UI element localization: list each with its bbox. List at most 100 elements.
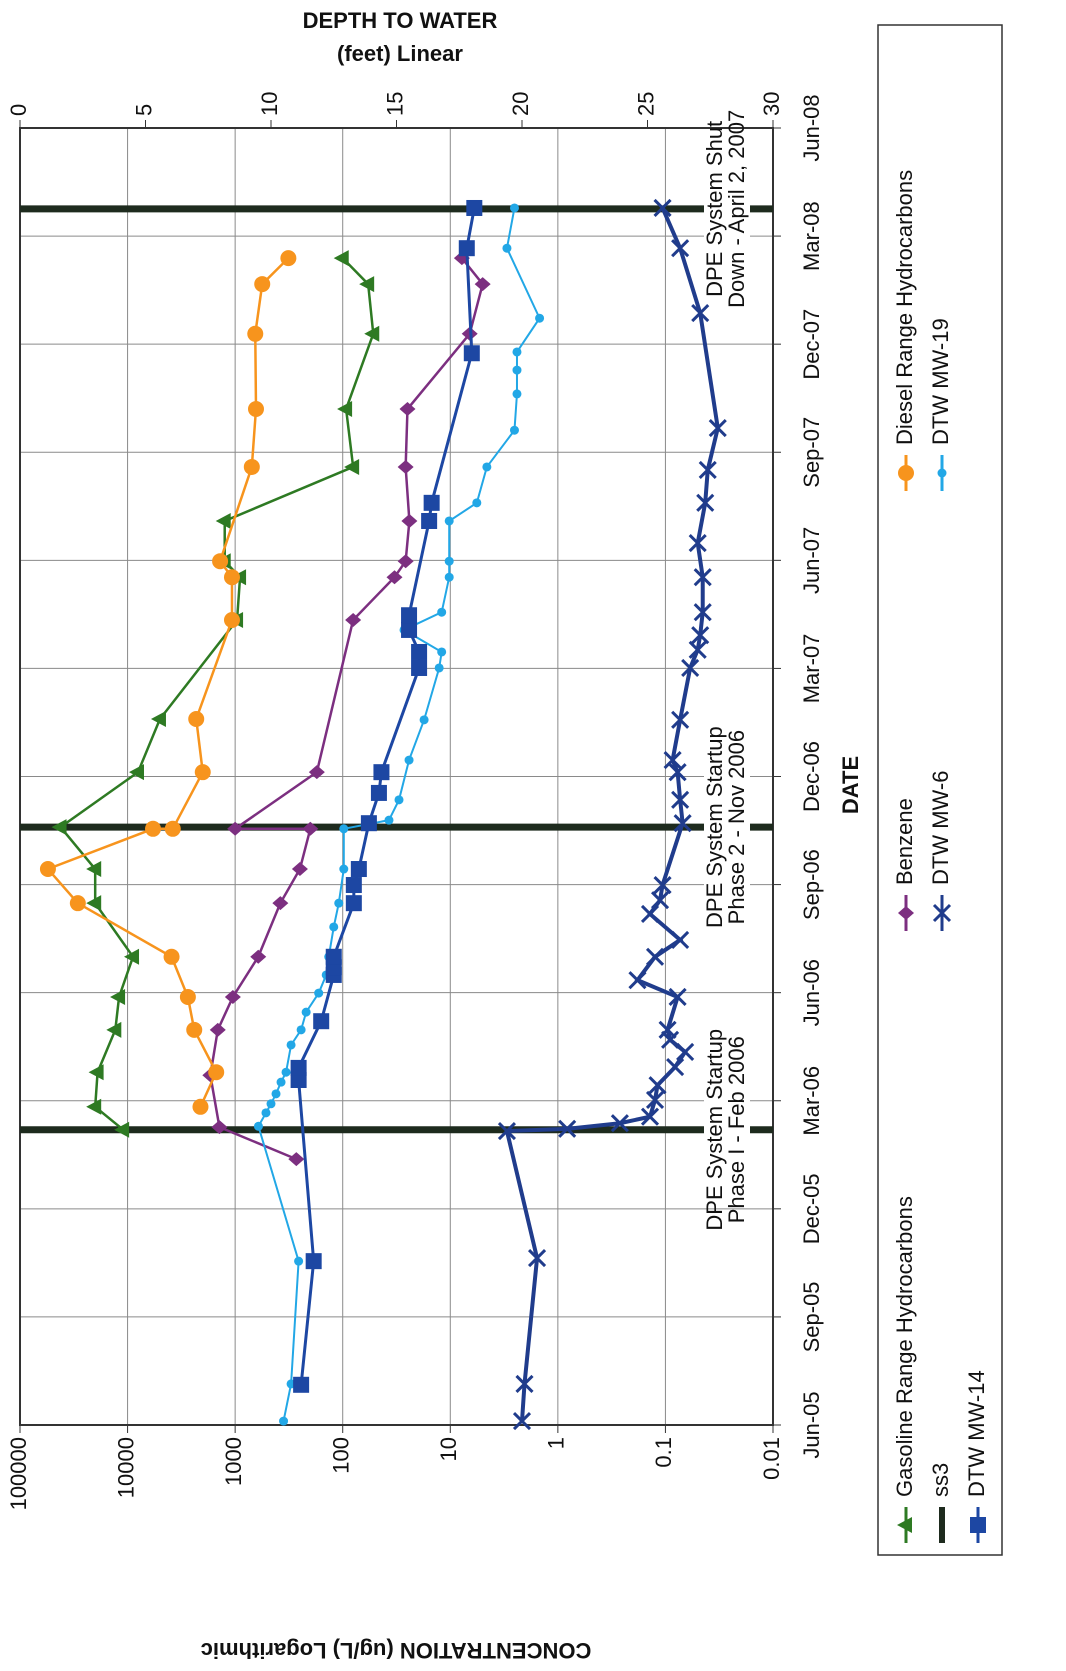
- x-tick-label: Jun-07: [799, 527, 824, 594]
- marker: [671, 710, 690, 729]
- x-tick-label: Mar-08: [799, 201, 824, 271]
- y2-tick-label: 0: [6, 104, 31, 116]
- marker: [359, 276, 375, 293]
- y2-tick-label: 20: [508, 92, 533, 116]
- marker: [86, 895, 102, 912]
- marker: [164, 820, 181, 837]
- marker: [288, 1152, 305, 1167]
- marker: [188, 710, 205, 727]
- marker: [681, 658, 700, 678]
- legend-marker: [970, 1517, 986, 1533]
- y2-tick-label: 25: [633, 92, 658, 116]
- marker: [437, 647, 447, 657]
- legend-label: Gasoline Range Hydrocarbons: [892, 1196, 917, 1497]
- marker: [215, 512, 231, 529]
- marker: [610, 1114, 629, 1133]
- marker: [653, 875, 672, 895]
- marker: [253, 1121, 263, 1131]
- marker: [279, 1416, 289, 1426]
- marker: [339, 864, 349, 874]
- marker: [482, 462, 492, 472]
- marker: [444, 556, 454, 566]
- y2-tick-label: 10: [257, 92, 282, 116]
- marker: [645, 947, 665, 966]
- marker: [364, 325, 380, 342]
- y-tick-label: 10: [436, 1437, 461, 1461]
- marker: [640, 904, 660, 924]
- y2-axis-title: DEPTH TO WATER: [303, 8, 498, 33]
- marker: [69, 895, 86, 912]
- marker: [179, 988, 196, 1005]
- marker: [466, 199, 483, 216]
- marker: [512, 365, 522, 375]
- marker: [668, 987, 687, 1007]
- legend-marker: [937, 468, 947, 478]
- marker: [515, 1374, 534, 1393]
- marker: [401, 607, 418, 624]
- marker: [114, 1121, 130, 1138]
- legend-marker: [897, 1517, 912, 1533]
- marker: [423, 494, 440, 511]
- marker: [370, 784, 387, 801]
- marker: [106, 1021, 122, 1038]
- marker: [401, 621, 418, 638]
- marker: [194, 764, 211, 781]
- marker: [691, 303, 710, 323]
- marker: [444, 516, 454, 526]
- marker: [360, 815, 377, 832]
- marker: [163, 948, 180, 965]
- marker: [666, 1057, 685, 1077]
- legend-marker: [932, 903, 952, 923]
- marker: [333, 250, 349, 267]
- x-tick-label: Dec-07: [799, 309, 824, 380]
- marker: [671, 930, 690, 949]
- marker: [280, 250, 297, 267]
- marker: [401, 513, 418, 528]
- annotation: DPE System Startup: [702, 1029, 727, 1231]
- series-line: [58, 257, 375, 1131]
- legend-label: DTW MW-6: [928, 771, 953, 885]
- marker: [145, 820, 162, 837]
- marker: [39, 861, 56, 878]
- marker: [472, 498, 482, 508]
- marker: [212, 553, 229, 570]
- y2-tick-label: 5: [131, 104, 156, 116]
- marker: [512, 347, 522, 357]
- marker: [696, 493, 715, 512]
- marker: [673, 814, 692, 833]
- marker: [463, 345, 480, 362]
- marker: [301, 1007, 311, 1017]
- marker: [497, 1121, 517, 1141]
- marker: [250, 949, 267, 964]
- marker: [290, 1071, 307, 1088]
- marker: [223, 611, 240, 628]
- y-tick-label: 1000: [221, 1437, 246, 1486]
- annotation: Down - April 2, 2007: [724, 110, 749, 308]
- marker: [698, 460, 717, 480]
- y-tick-label: 100: [329, 1437, 354, 1474]
- x-axis-title: DATE: [838, 756, 863, 814]
- marker: [294, 1256, 304, 1266]
- marker: [86, 861, 102, 878]
- annotation: Phase I - Feb 2006: [724, 1036, 749, 1223]
- series-line: [209, 257, 485, 1161]
- marker: [350, 861, 367, 878]
- marker: [276, 1077, 286, 1087]
- marker: [437, 607, 447, 617]
- marker: [345, 612, 362, 627]
- marker: [650, 891, 670, 910]
- marker: [223, 569, 240, 586]
- legend-label: DTW MW-19: [928, 318, 953, 445]
- x-tick-label: Jun-08: [799, 94, 824, 161]
- marker: [313, 1013, 330, 1030]
- marker: [302, 821, 319, 836]
- y-tick-label: 1: [544, 1437, 569, 1449]
- legend-box: [877, 24, 1003, 1556]
- marker: [397, 459, 414, 474]
- marker: [444, 572, 454, 582]
- legend-marker: [898, 465, 914, 481]
- marker: [668, 763, 687, 782]
- legend-label: Benzene: [892, 798, 917, 885]
- marker: [663, 751, 682, 770]
